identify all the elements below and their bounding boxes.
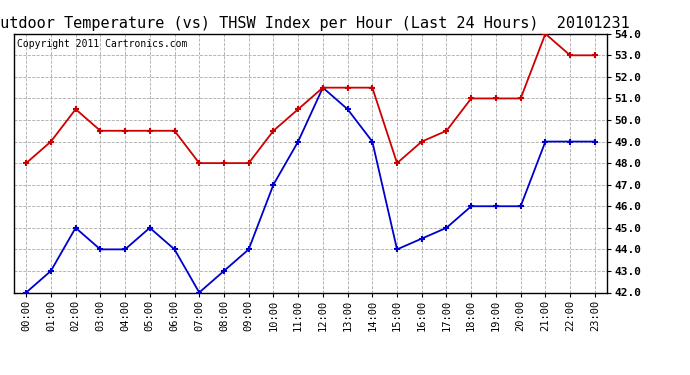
- Title: Outdoor Temperature (vs) THSW Index per Hour (Last 24 Hours)  20101231: Outdoor Temperature (vs) THSW Index per …: [0, 16, 630, 31]
- Text: Copyright 2011 Cartronics.com: Copyright 2011 Cartronics.com: [17, 39, 187, 49]
